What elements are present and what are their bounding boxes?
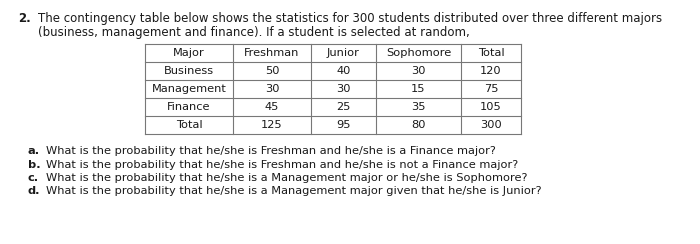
- Text: 105: 105: [480, 102, 502, 112]
- Text: d.: d.: [28, 186, 41, 196]
- Text: Sophomore: Sophomore: [386, 48, 451, 58]
- Text: (business, management and finance). If a student is selected at random,: (business, management and finance). If a…: [38, 26, 470, 39]
- Text: 2.: 2.: [18, 12, 31, 25]
- Text: b.: b.: [28, 160, 41, 170]
- Text: 40: 40: [336, 66, 351, 76]
- Text: 35: 35: [412, 102, 426, 112]
- Text: Total: Total: [477, 48, 504, 58]
- Text: 30: 30: [265, 84, 279, 94]
- Text: 30: 30: [336, 84, 351, 94]
- Text: 50: 50: [265, 66, 279, 76]
- Text: a.: a.: [28, 146, 40, 156]
- Text: Freshman: Freshman: [244, 48, 300, 58]
- Text: 120: 120: [480, 66, 502, 76]
- Text: 300: 300: [480, 120, 502, 130]
- Text: 15: 15: [412, 84, 426, 94]
- Text: What is the probability that he/she is a Management major given that he/she is J: What is the probability that he/she is a…: [46, 186, 542, 196]
- Text: 75: 75: [484, 84, 498, 94]
- Text: Total: Total: [176, 120, 202, 130]
- Text: What is the probability that he/she is Freshman and he/she is not a Finance majo: What is the probability that he/she is F…: [46, 160, 518, 170]
- Bar: [145, 44, 521, 134]
- Text: The contingency table below shows the statistics for 300 students distributed ov: The contingency table below shows the st…: [38, 12, 662, 25]
- Text: What is the probability that he/she is Freshman and he/she is a Finance major?: What is the probability that he/she is F…: [46, 146, 496, 156]
- Text: 125: 125: [261, 120, 283, 130]
- Text: 30: 30: [412, 66, 426, 76]
- Text: Management: Management: [152, 84, 226, 94]
- Text: Major: Major: [173, 48, 205, 58]
- Text: 80: 80: [412, 120, 426, 130]
- Text: 25: 25: [336, 102, 351, 112]
- Text: c.: c.: [28, 173, 39, 183]
- Text: 45: 45: [265, 102, 279, 112]
- Text: Finance: Finance: [167, 102, 211, 112]
- Text: 95: 95: [336, 120, 351, 130]
- Text: What is the probability that he/she is a Management major or he/she is Sophomore: What is the probability that he/she is a…: [46, 173, 528, 183]
- Text: Business: Business: [164, 66, 214, 76]
- Text: Junior: Junior: [327, 48, 360, 58]
